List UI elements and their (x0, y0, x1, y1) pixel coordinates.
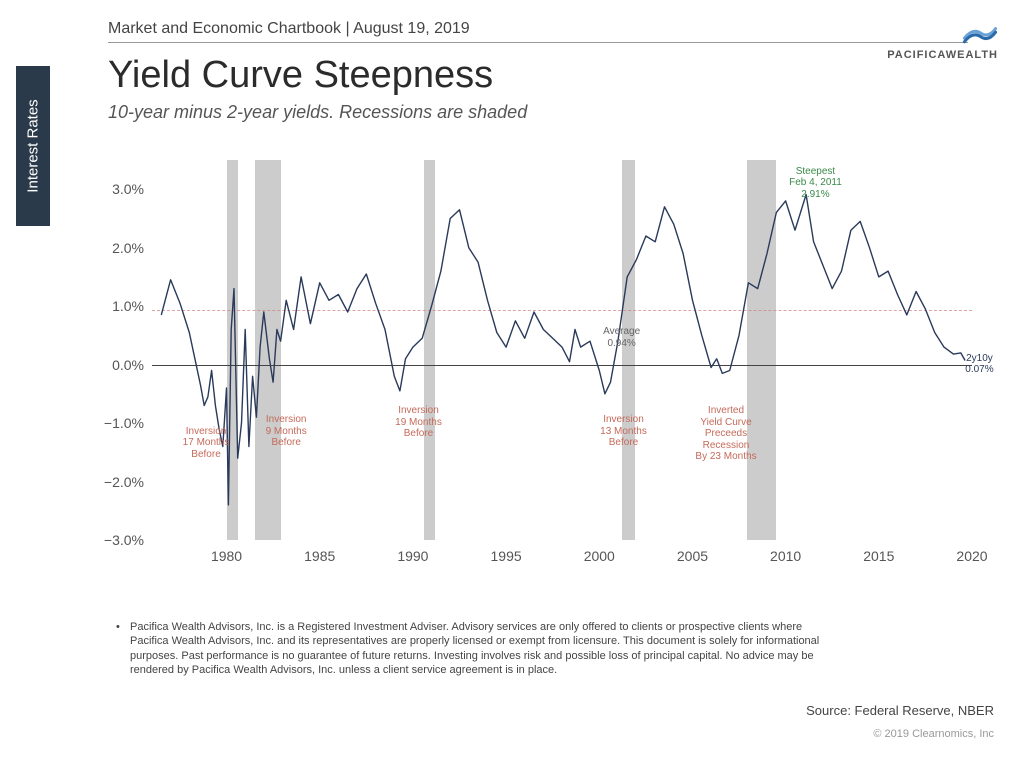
y-axis-tick-label: 2.0% (88, 240, 144, 256)
chart-annotation: Average0.94% (582, 326, 662, 349)
chart-area: Inversion17 MonthsBeforeInversion9 Month… (88, 150, 988, 580)
disclaimer-text: Pacifica Wealth Advisors, Inc. is a Regi… (130, 621, 819, 676)
x-axis-tick-label: 2010 (770, 548, 801, 564)
brand-name: PACIFICAWEALTH (887, 49, 998, 61)
chart-annotation: 2y10y0.07% (939, 353, 1019, 376)
x-axis-tick-label: 1980 (211, 548, 242, 564)
copyright: © 2019 Clearnomics, Inc (873, 728, 994, 740)
brand-name-text: PACIFICAWEALTH (887, 49, 998, 61)
data-source: Source: Federal Reserve, NBER (806, 703, 994, 718)
y-axis-tick-label: 0.0% (88, 357, 144, 373)
chart-annotation: Inversion9 MonthsBefore (246, 414, 326, 449)
side-category-label: Interest Rates (25, 99, 42, 192)
y-axis-tick-label: 3.0% (88, 181, 144, 197)
page: Market and Economic Chartbook | August 1… (0, 0, 1024, 768)
chart-annotation: Inversion19 MonthsBefore (379, 405, 459, 440)
x-axis-tick-label: 1995 (491, 548, 522, 564)
y-axis-tick-label: −3.0% (88, 532, 144, 548)
plot-area: Inversion17 MonthsBeforeInversion9 Month… (152, 160, 972, 540)
chart-title: Yield Curve Steepness (108, 54, 493, 97)
disclaimer-footnote: • Pacifica Wealth Advisors, Inc. is a Re… (130, 620, 830, 677)
chart-annotation: Inversion17 MonthsBefore (166, 426, 246, 461)
chart-annotation: SteepestFeb 4, 20112.91% (775, 166, 855, 201)
y-axis-tick-label: −2.0% (88, 474, 144, 490)
x-axis-tick-label: 1990 (397, 548, 428, 564)
header-bar: Market and Economic Chartbook | August 1… (108, 20, 968, 43)
header-text: Market and Economic Chartbook | August 1… (108, 20, 470, 37)
x-axis-tick-label: 1985 (304, 548, 335, 564)
spread-line-series (152, 160, 972, 540)
x-axis-tick-label: 2000 (584, 548, 615, 564)
chart-subtitle: 10-year minus 2-year yields. Recessions … (108, 102, 527, 123)
y-axis-tick-label: 1.0% (88, 298, 144, 314)
x-axis-tick-label: 2015 (863, 548, 894, 564)
side-category-tab: Interest Rates (16, 66, 50, 226)
chart-annotation: Inversion13 MonthsBefore (584, 414, 664, 449)
x-axis-tick-label: 2005 (677, 548, 708, 564)
brand-logo: PACIFICAWEALTH (887, 24, 998, 61)
logo-mark-icon (962, 24, 998, 44)
chart-annotation: InvertedYield CurvePreceeds RecessionBy … (686, 405, 766, 463)
x-axis-tick-label: 2020 (956, 548, 987, 564)
bullet-icon: • (116, 620, 120, 634)
y-axis-tick-label: −1.0% (88, 415, 144, 431)
